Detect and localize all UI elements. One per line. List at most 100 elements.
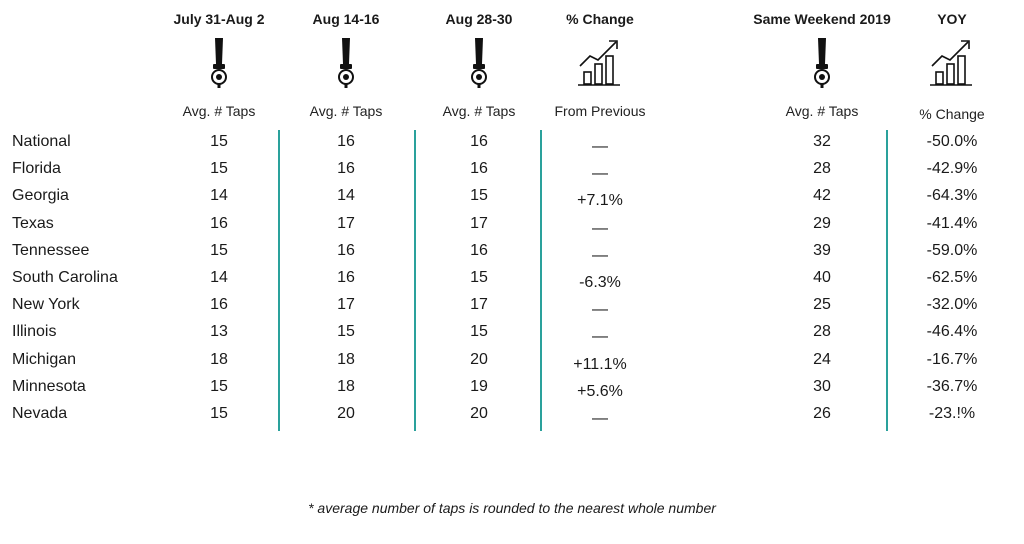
column-subheader: Avg. # Taps [182, 103, 256, 119]
table-cell: 15 [210, 242, 228, 259]
row-label: Minnesota [12, 378, 86, 395]
table-cell: 16 [337, 133, 355, 150]
table-cell: -32.0% [926, 296, 978, 313]
table-cell: 42 [813, 187, 831, 204]
column-divider [278, 130, 280, 431]
table-cell: 16 [337, 269, 355, 286]
table-cell: -16.7% [926, 351, 978, 368]
table-cell: 16 [470, 242, 488, 259]
column-subheader: Avg. # Taps [309, 103, 383, 119]
row-label: Nevada [12, 405, 68, 422]
table-cell: 15 [210, 133, 228, 150]
table-cell: 14 [210, 187, 228, 204]
table-cell: 28 [813, 160, 831, 177]
table-cell: 16 [210, 215, 228, 232]
table-cell: — [592, 165, 608, 182]
column-subheader: % Change [919, 106, 985, 122]
table-cell: 32 [813, 133, 831, 150]
table-cell: 20 [470, 405, 488, 422]
row-label: Michigan [12, 351, 77, 368]
table-cell: -42.9% [926, 160, 978, 177]
beer-tap-icon [802, 36, 842, 93]
beer-tap-icon [459, 36, 499, 93]
column-header: YOY [937, 11, 967, 27]
table-cell: — [592, 328, 608, 345]
table-cell: 16 [337, 160, 355, 177]
beer-tap-icon [326, 36, 366, 93]
table-cell: 17 [337, 296, 355, 313]
table-cell: — [592, 301, 608, 318]
table-cell: 14 [337, 187, 355, 204]
table-cell: -59.0% [926, 242, 978, 259]
column-divider [414, 130, 416, 431]
column-subheader: Avg. # Taps [785, 103, 859, 119]
row-label: Tennessee [12, 242, 90, 259]
table-cell: 15 [210, 378, 228, 395]
table-cell: +5.6% [577, 383, 623, 400]
row-label: Georgia [12, 187, 69, 204]
table-cell: 29 [813, 215, 831, 232]
table-cell: +7.1% [577, 192, 623, 209]
row-label: Florida [12, 160, 61, 177]
column-divider [886, 130, 888, 431]
table-cell: 40 [813, 269, 831, 286]
growth-chart-icon [928, 36, 976, 93]
table-cell: 17 [337, 215, 355, 232]
table-cell: — [592, 220, 608, 237]
row-label: National [12, 133, 71, 150]
table-cell: 20 [470, 351, 488, 368]
table-cell: -36.7% [926, 378, 978, 395]
table-cell: +11.1% [573, 356, 627, 373]
table-cell: -46.4% [926, 323, 978, 340]
column-subheader: Avg. # Taps [442, 103, 516, 119]
table-cell: 28 [813, 323, 831, 340]
beer-tap-icon [199, 36, 239, 93]
table-cell: — [592, 247, 608, 264]
table-cell: 19 [470, 378, 488, 395]
column-header: July 31-Aug 2 [173, 11, 265, 27]
table-cell: 15 [210, 405, 228, 422]
row-label: Illinois [12, 323, 57, 340]
table-cell: 17 [470, 296, 488, 313]
table-cell: 18 [337, 378, 355, 395]
footnote: * average number of taps is rounded to t… [308, 500, 716, 516]
table-cell: 15 [470, 269, 488, 286]
table-cell: 15 [210, 160, 228, 177]
table-cell: 25 [813, 296, 831, 313]
row-label: South Carolina [12, 269, 118, 286]
column-header: Aug 28-30 [445, 11, 513, 27]
table-cell: -41.4% [926, 215, 978, 232]
column-header: % Change [566, 11, 634, 27]
table-cell: — [592, 410, 608, 427]
column-header: Same Weekend 2019 [753, 11, 891, 27]
table-cell: 17 [470, 215, 488, 232]
table-cell: 15 [337, 323, 355, 340]
table-cell: 24 [813, 351, 831, 368]
row-label: New York [12, 296, 80, 313]
table-cell: 16 [210, 296, 228, 313]
table-cell: 39 [813, 242, 831, 259]
table-cell: 18 [210, 351, 228, 368]
column-header: Aug 14-16 [312, 11, 380, 27]
table-cell: -64.3% [926, 187, 978, 204]
table-cell: -23.!% [928, 405, 976, 422]
table-cell: -50.0% [926, 133, 978, 150]
table-cell: 20 [337, 405, 355, 422]
growth-chart-icon [576, 36, 624, 93]
table-cell: 30 [813, 378, 831, 395]
table-cell: 14 [210, 269, 228, 286]
row-label: Texas [12, 215, 54, 232]
column-subheader: From Previous [554, 103, 646, 119]
column-divider [540, 130, 542, 431]
table-cell: 15 [470, 187, 488, 204]
table-cell: 26 [813, 405, 831, 422]
table-cell: 13 [210, 323, 228, 340]
table-cell: — [592, 138, 608, 155]
table-cell: 16 [470, 160, 488, 177]
table-cell: 16 [470, 133, 488, 150]
table-cell: -62.5% [926, 269, 978, 286]
table-cell: 18 [337, 351, 355, 368]
table-cell: 15 [470, 323, 488, 340]
table-cell: 16 [337, 242, 355, 259]
table-cell: -6.3% [579, 274, 621, 291]
